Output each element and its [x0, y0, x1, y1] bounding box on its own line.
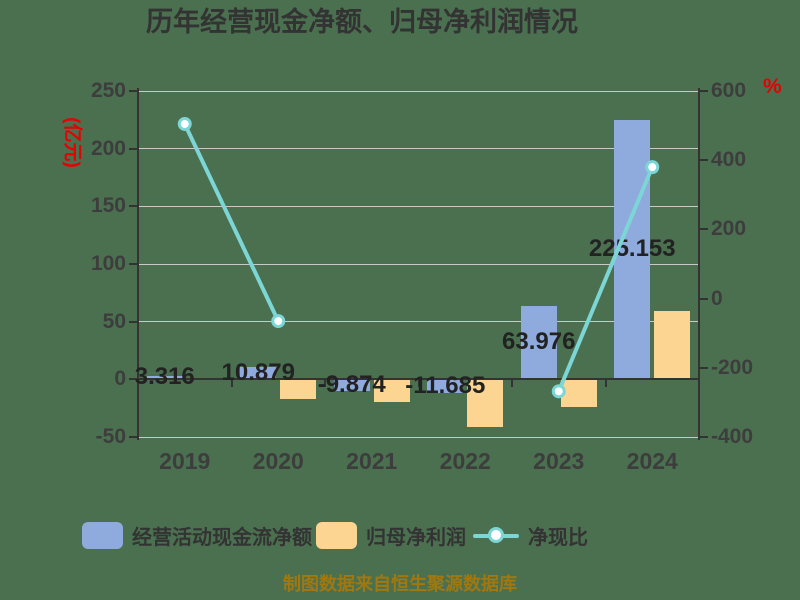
bar-cashflow-2020	[240, 366, 277, 380]
left-axis-tick	[129, 205, 138, 208]
gridline	[138, 205, 699, 207]
left-axis-tick	[129, 378, 138, 381]
gridline	[138, 90, 699, 92]
x-tick-label-2022: 2022	[439, 448, 491, 474]
bar-value-label-2021: -9.874	[317, 371, 386, 399]
bar-cashflow-2022	[427, 379, 464, 393]
legend-label-profit: 归母净利润	[366, 527, 466, 549]
gridline	[138, 148, 699, 150]
right-axis-tick	[699, 90, 708, 92]
x-tick-label-2019: 2019	[159, 448, 211, 474]
right-axis-tick-label: 600	[711, 79, 747, 102]
bar-profit-2020	[280, 379, 317, 399]
bar-cashflow-2019	[146, 375, 183, 380]
left-axis-tick	[129, 147, 138, 150]
chart-title: 历年经营现金净额、归母净利润情况	[146, 7, 578, 37]
legend-ratio-marker-circle	[488, 527, 504, 543]
right-axis-tick	[699, 297, 708, 300]
right-axis-tick	[699, 159, 708, 162]
left-axis-tick	[129, 263, 138, 265]
x-axis-boundary-tick	[604, 379, 607, 388]
right-axis-unit-label: %	[763, 75, 782, 98]
legend-label-ratio: 净现比	[528, 527, 588, 549]
left-axis-tick-label: 150	[90, 194, 126, 218]
left-axis-tick-label: 0	[114, 367, 126, 391]
x-tick-label-2021: 2021	[346, 448, 398, 474]
legend-item-profit: 归母净利润	[316, 522, 466, 549]
bar-value-label-2020: 10.879	[221, 359, 295, 387]
x-axis-boundary-tick	[230, 379, 233, 388]
bar-profit-2023	[560, 379, 597, 407]
ratio-marker-2019	[177, 116, 192, 131]
left-axis-tick-label: 200	[90, 136, 126, 160]
x-tick-label-2024: 2024	[626, 448, 678, 474]
legend-swatch-profit	[316, 522, 357, 549]
legend-swatch-ratio-line	[473, 522, 519, 549]
x-axis-boundary-tick	[511, 379, 513, 388]
left-axis-tick	[129, 90, 138, 92]
bar-profit-2021	[373, 379, 410, 402]
bar-value-label-2023: 63.976	[502, 328, 576, 356]
legend-item-cashflow: 经营活动现金流净额	[82, 522, 312, 549]
legend-label-cashflow: 经营活动现金流净额	[132, 527, 312, 549]
legend-item-ratio: 净现比	[473, 522, 588, 549]
ratio-line	[182, 121, 281, 324]
left-axis-tick	[129, 436, 138, 438]
right-axis-tick-label: -200	[711, 355, 754, 379]
x-tick-label-2020: 2020	[252, 448, 304, 474]
x-tick-label-2023: 2023	[533, 448, 585, 474]
gridline	[138, 436, 699, 438]
right-axis-line	[698, 88, 700, 440]
bar-value-label-2019: 3.316	[134, 363, 195, 391]
left-axis-tick-label: 100	[90, 252, 126, 275]
bar-cashflow-2023	[520, 305, 557, 380]
left-axis-tick	[129, 320, 138, 323]
bar-profit-2022	[467, 379, 504, 428]
bar-cashflow-2021	[333, 379, 370, 391]
right-axis-tick-label: 0	[711, 286, 723, 310]
left-axis-tick-label: 50	[102, 309, 126, 333]
left-axis-tick-label: 250	[90, 79, 126, 102]
right-axis-tick-label: -400	[711, 425, 754, 448]
right-axis-tick-label: 400	[711, 148, 747, 172]
left-axis-line	[137, 88, 139, 440]
right-axis-tick-label: 200	[711, 217, 747, 241]
data-source-caption: 制图数据来自恒生聚源数据库	[283, 574, 517, 594]
right-axis-tick	[699, 366, 708, 369]
legend-swatch-cashflow	[82, 522, 123, 549]
bar-value-label-2022: -11.685	[405, 372, 486, 400]
right-axis-tick	[699, 228, 708, 231]
bar-value-label-2024: 225.153	[588, 235, 676, 263]
x-axis-boundary-tick	[417, 379, 420, 388]
gridline	[138, 263, 699, 265]
gridline	[138, 321, 699, 323]
right-axis-tick	[699, 436, 708, 438]
bar-profit-2024	[654, 311, 691, 380]
left-axis-tick-label: -50	[95, 425, 126, 448]
x-axis-boundary-tick	[324, 379, 326, 388]
